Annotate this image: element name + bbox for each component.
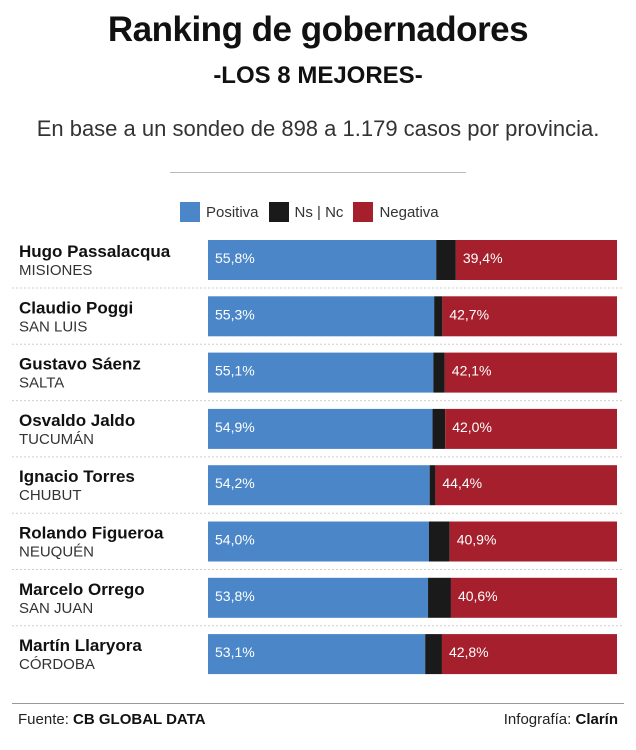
governor-name: Rolando Figueroa <box>19 524 164 543</box>
bar-positiva-label: 54,9% <box>215 419 255 435</box>
bar-negativa-label: 40,6% <box>458 588 498 604</box>
bar-positiva <box>208 577 429 618</box>
bar-negativa-label: 42,0% <box>452 419 492 435</box>
bar-nsnc <box>425 634 442 675</box>
footer-divider <box>12 703 624 704</box>
legend-swatch-nsnc <box>268 202 289 222</box>
legend-label-negativa: Negativa <box>379 203 439 221</box>
bar-positiva <box>208 352 434 393</box>
bar-positiva <box>208 408 433 449</box>
bar-positiva-label: 54,2% <box>215 475 255 491</box>
legend: Positiva Ns | Nc Negativa <box>180 201 449 223</box>
bar-negativa <box>455 240 617 280</box>
credit-label: Infografía: <box>503 711 572 728</box>
governor-name: Hugo Passalacqua <box>19 242 171 261</box>
bar-positiva <box>208 296 435 337</box>
province-name: CÓRDOBA <box>19 656 95 673</box>
bar-negativa <box>450 577 617 618</box>
bar-positiva-label: 55,8% <box>215 250 255 266</box>
bar-positiva-label: 54,0% <box>215 532 255 548</box>
chart-title: Ranking de gobernadores <box>107 10 529 49</box>
province-name: NEUQUÉN <box>19 544 94 561</box>
bar-negativa <box>442 296 617 337</box>
legend-swatch-positiva <box>180 202 200 222</box>
bar-negativa-label: 42,1% <box>452 363 492 379</box>
footer-source: Fuente: CB GLOBAL DATA <box>18 711 206 728</box>
credit-value: Clarín <box>575 711 618 728</box>
source-value: CB GLOBAL DATA <box>73 711 206 728</box>
province-name: CHUBUT <box>19 487 82 504</box>
bar-nsnc <box>429 465 436 506</box>
chart-description: En base a un sondeo de 898 a 1.179 casos… <box>36 116 600 141</box>
bar-negativa <box>445 408 617 449</box>
bar-negativa-label: 44,4% <box>442 475 482 491</box>
bar-positiva-label: 55,1% <box>215 363 255 379</box>
province-name: TUCUMÁN <box>19 431 94 448</box>
bar-negativa-label: 39,4% <box>463 250 503 266</box>
footer-credit: Infografía: Clarín <box>504 711 618 728</box>
legend-item-nsnc: Ns | Nc <box>268 202 344 222</box>
bar-negativa-label: 40,9% <box>457 532 497 548</box>
bar-negativa-label: 42,7% <box>449 306 489 322</box>
legend-item-negativa: Negativa <box>353 202 439 222</box>
province-name: SAN JUAN <box>19 600 93 617</box>
bar-negativa <box>444 352 617 393</box>
legend-swatch-negativa <box>353 202 374 222</box>
bar-negativa <box>449 521 617 562</box>
bar-positiva <box>208 240 437 280</box>
bar-negativa <box>435 465 617 506</box>
governor-name: Marcelo Orrego <box>19 580 145 599</box>
bar-nsnc <box>434 296 443 337</box>
bar-nsnc <box>428 521 450 562</box>
header-divider <box>170 172 466 173</box>
governor-name: Gustavo Sáenz <box>19 355 141 374</box>
chart-subtitle: -LOS 8 MEJORES- <box>213 62 423 89</box>
legend-item-positiva: Positiva <box>180 202 259 222</box>
bar-positiva-label: 53,8% <box>215 588 255 604</box>
bar-negativa-label: 42,8% <box>449 644 489 660</box>
legend-label-positiva: Positiva <box>206 203 259 221</box>
bar-nsnc <box>428 577 451 618</box>
legend-label-nsnc: Ns | Nc <box>294 203 344 221</box>
bar-positiva <box>208 521 429 562</box>
bar-positiva <box>208 465 430 506</box>
bar-nsnc <box>432 408 446 449</box>
province-name: SAN LUIS <box>19 318 87 335</box>
source-label: Fuente: <box>18 711 69 728</box>
province-name: SALTA <box>19 375 64 392</box>
bar-positiva <box>208 634 426 675</box>
province-name: MISIONES <box>19 262 92 279</box>
bar-negativa <box>441 634 617 675</box>
bar-nsnc <box>436 240 456 280</box>
governor-name: Ignacio Torres <box>19 467 135 486</box>
governor-name: Osvaldo Jaldo <box>19 411 135 430</box>
governor-name: Martín Llaryora <box>19 636 142 655</box>
bar-positiva-label: 53,1% <box>215 644 255 660</box>
bar-positiva-label: 55,3% <box>215 306 255 322</box>
bar-nsnc <box>433 352 445 393</box>
governor-name: Claudio Poggi <box>19 298 133 317</box>
